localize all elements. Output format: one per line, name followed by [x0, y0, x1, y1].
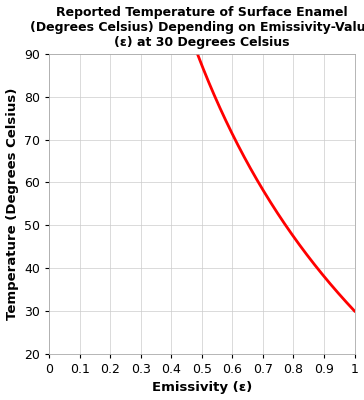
Y-axis label: Temperature (Degrees Celsius): Temperature (Degrees Celsius) [5, 88, 19, 320]
X-axis label: Emissivity (ε): Emissivity (ε) [152, 382, 252, 394]
Title: Reported Temperature of Surface Enamel
(Degrees Celsius) Depending on Emissivity: Reported Temperature of Surface Enamel (… [30, 6, 364, 48]
